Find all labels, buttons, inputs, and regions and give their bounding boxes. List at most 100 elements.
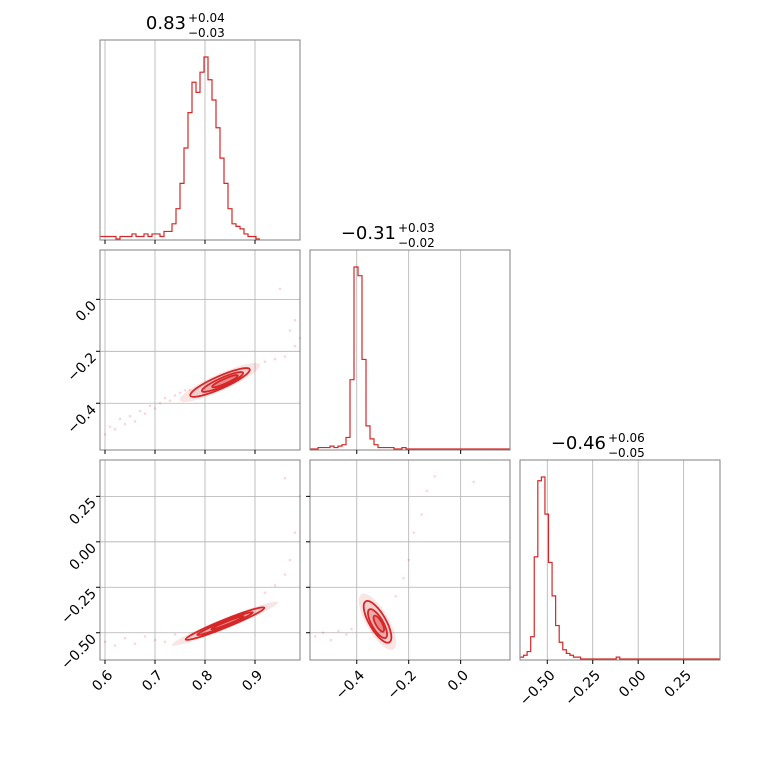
sample-point xyxy=(412,531,416,535)
panel-bg xyxy=(100,460,300,660)
x-tick-label: 0.0 xyxy=(445,668,472,695)
y-tick-label: 0.00 xyxy=(67,540,100,573)
sample-point xyxy=(425,489,429,493)
panel-frame xyxy=(99,249,301,451)
panel-bg xyxy=(100,250,300,450)
x-tick-label: −0.50 xyxy=(517,668,559,710)
sample-point xyxy=(394,595,398,598)
sample-point xyxy=(278,287,282,291)
sample-point xyxy=(173,394,177,397)
sample-point xyxy=(103,433,107,436)
histogram-step-line xyxy=(100,56,260,240)
contour-level-2 xyxy=(211,374,239,389)
sample-point xyxy=(118,417,122,421)
sample-point xyxy=(143,412,147,415)
param-lower-error-label: −0.03 xyxy=(188,26,225,40)
histogram-panel-2: −0.46 +0.06−0.05 xyxy=(519,431,721,661)
sample-point xyxy=(407,558,411,562)
contour-level-2 xyxy=(210,615,245,631)
y-tick-label: 0.0 xyxy=(73,298,100,325)
panel-frame xyxy=(519,459,721,661)
scatter-panel-1-2 xyxy=(309,459,511,661)
param-median-label: 0.83 xyxy=(146,13,186,34)
sample-point xyxy=(337,629,340,633)
panel-frame xyxy=(99,39,301,241)
sample-point xyxy=(293,344,297,348)
panel-frame xyxy=(99,459,301,661)
sample-point xyxy=(283,476,287,480)
sample-point xyxy=(402,576,405,580)
param-upper-error-label: +0.04 xyxy=(188,11,225,25)
x-tick-label: 0.9 xyxy=(239,668,266,695)
sample-point xyxy=(183,388,187,392)
scatter-panel-0-2 xyxy=(99,459,302,661)
sample-point xyxy=(153,638,157,642)
sample-point xyxy=(273,584,277,587)
sample-point xyxy=(178,391,182,395)
param-upper-error-label: +0.03 xyxy=(398,221,435,235)
x-tick-label: −0.25 xyxy=(562,668,604,710)
sample-point xyxy=(158,401,162,405)
y-tick-label: −0.4 xyxy=(65,402,100,437)
sample-point xyxy=(263,360,267,363)
sample-point xyxy=(329,638,333,642)
sample-point xyxy=(133,420,137,423)
sample-point xyxy=(293,318,297,322)
panel-bg xyxy=(310,250,510,450)
param-median-label: −0.31 xyxy=(341,223,396,244)
panel-bg xyxy=(310,460,510,660)
scatter-panel-0-1 xyxy=(99,249,302,451)
param-median-label: −0.46 xyxy=(551,433,606,454)
contour-level-2 xyxy=(372,614,386,633)
sample-point xyxy=(188,388,192,392)
contour-level-0 xyxy=(184,606,266,641)
contour-level-0 xyxy=(362,600,393,644)
y-tick-label: −0.50 xyxy=(58,631,100,673)
panel-frame xyxy=(309,249,511,451)
histogram-panel-0: 0.83 +0.04−0.03 xyxy=(99,11,301,241)
y-tick-label: −0.2 xyxy=(65,350,100,385)
sample-point xyxy=(123,422,127,426)
param-upper-error-label: +0.06 xyxy=(608,431,645,445)
sample-point xyxy=(273,357,277,361)
sample-point xyxy=(283,355,287,358)
sample-point xyxy=(288,329,292,332)
sample-point xyxy=(350,627,353,631)
sample-point xyxy=(420,513,423,516)
sample-point xyxy=(163,640,167,644)
sample-point xyxy=(293,531,297,535)
panel-frame xyxy=(309,459,511,661)
sample-point xyxy=(472,480,475,484)
sample-point xyxy=(143,635,147,638)
histogram-panel-1: −0.31 +0.03−0.02 xyxy=(309,221,511,451)
sample-point xyxy=(108,425,112,428)
sample-point xyxy=(128,414,132,418)
x-tick-label: −0.4 xyxy=(333,667,368,702)
x-tick-label: 0.7 xyxy=(139,668,166,695)
x-tick-label: 0.25 xyxy=(662,668,695,701)
panel-bg xyxy=(520,460,720,660)
x-tick-label: 0.8 xyxy=(189,668,216,695)
y-tick-label: −0.25 xyxy=(58,586,100,628)
param-lower-error-label: −0.05 xyxy=(608,446,645,460)
x-tick-label: −0.2 xyxy=(385,668,420,703)
sample-point xyxy=(321,631,325,635)
sample-point xyxy=(173,633,177,636)
sample-point xyxy=(283,573,287,576)
sample-point xyxy=(153,407,157,410)
sample-point xyxy=(345,633,348,636)
sample-point xyxy=(123,636,127,640)
sample-point xyxy=(113,644,117,647)
sample-point xyxy=(103,640,107,644)
histogram-step-line xyxy=(310,266,510,450)
sample-point xyxy=(113,427,117,431)
histogram-step-line xyxy=(520,476,720,660)
sample-point xyxy=(133,642,137,645)
sample-point xyxy=(433,475,436,478)
param-lower-error-label: −0.02 xyxy=(398,236,435,250)
sample-point xyxy=(313,635,317,638)
sample-point xyxy=(148,404,152,408)
sample-point xyxy=(163,396,167,400)
